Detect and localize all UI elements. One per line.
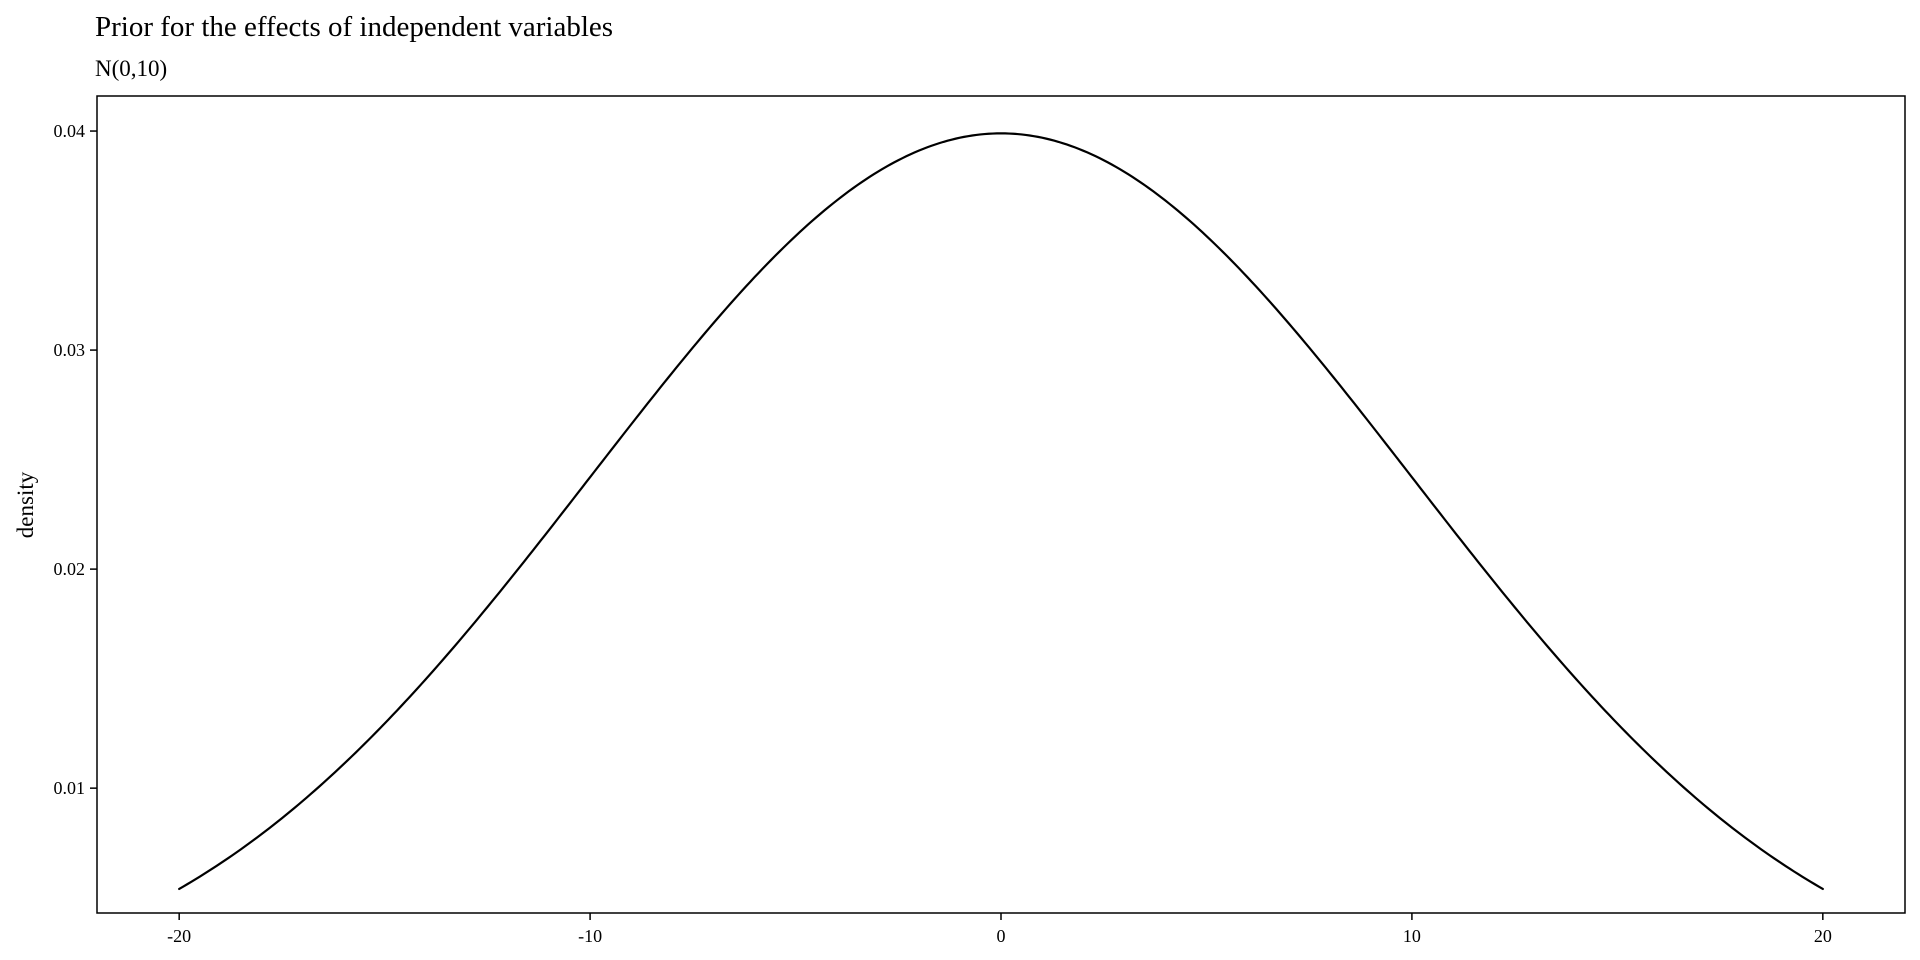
y-axis: 0.01 0.02 0.03 0.04	[54, 121, 97, 798]
x-tick-label: 10	[1403, 926, 1421, 946]
y-tick-label: 0.04	[54, 121, 86, 141]
x-tick-label: -10	[578, 926, 602, 946]
y-tick-label: 0.01	[54, 778, 86, 798]
y-axis-label: density	[13, 471, 38, 538]
density-line	[178, 132, 1824, 891]
x-tick-label: 0	[997, 926, 1006, 946]
chart-subtitle: N(0,10)	[95, 56, 167, 81]
x-tick-label: -20	[167, 926, 191, 946]
series-group	[178, 132, 1824, 891]
x-tick-label: 20	[1814, 926, 1832, 946]
y-tick-label: 0.03	[54, 340, 86, 360]
y-tick-label: 0.02	[54, 559, 86, 579]
plot-panel	[96, 95, 1906, 914]
x-axis: -20 -10 0 10 20	[167, 913, 1832, 946]
chart-title: Prior for the effects of independent var…	[95, 11, 613, 43]
